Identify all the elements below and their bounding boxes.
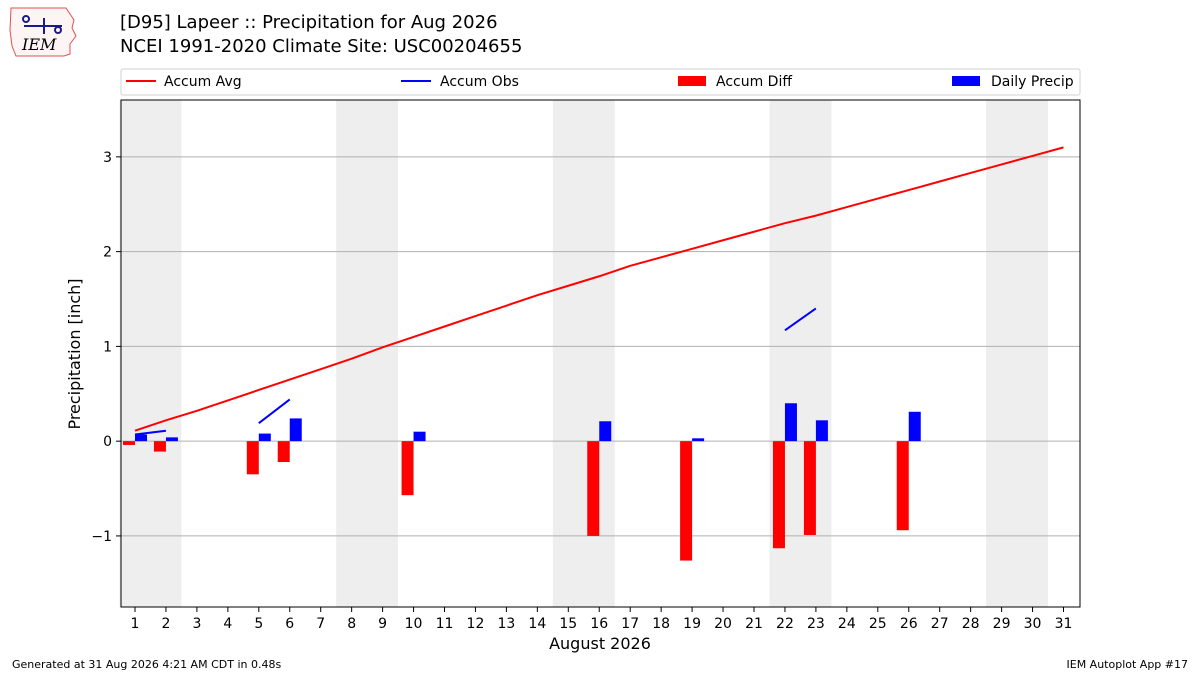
x-tick-label: 3 <box>192 616 201 632</box>
y-axis-ticks: −1 0 1 2 3 <box>91 150 121 545</box>
x-tick-label: 5 <box>254 616 263 632</box>
y-tick-label: 0 <box>103 434 112 450</box>
x-tick-label: 26 <box>900 616 918 632</box>
legend-accum-avg-label: Accum Avg <box>164 74 242 90</box>
accum-diff-bar <box>401 441 414 496</box>
weekend-shade-band <box>986 100 1049 607</box>
legend-accum-diff-label: Accum Diff <box>716 74 792 90</box>
y-tick-label: 2 <box>103 245 112 261</box>
daily-precip-bar <box>908 411 921 442</box>
legend: Accum Avg Accum Obs Accum Diff Daily Pre… <box>120 68 1081 96</box>
x-tick-label: 7 <box>316 616 325 632</box>
x-tick-label: 27 <box>931 616 949 632</box>
accum-diff-bar <box>896 441 909 531</box>
plot-frame <box>120 99 1081 608</box>
x-tick-label: 4 <box>223 616 232 632</box>
x-tick-label: 15 <box>559 616 577 632</box>
x-tick-label: 28 <box>962 616 980 632</box>
legend-accum-obs-label: Accum Obs <box>440 74 519 90</box>
iem-logo: IEM <box>9 7 77 57</box>
x-tick-label: 24 <box>838 616 856 632</box>
x-tick-label: 11 <box>436 616 454 632</box>
accum-diff-bar <box>772 441 785 549</box>
bar-layer <box>123 403 921 561</box>
accum-obs-line <box>784 307 817 332</box>
accum-diff-bar <box>587 441 600 536</box>
weather-station-icon <box>22 15 62 34</box>
legend-accum-diff-swatch <box>678 76 706 86</box>
footer-generated-text: Generated at 31 Aug 2026 4:21 AM CDT in … <box>12 658 282 671</box>
daily-precip-bar <box>815 420 828 442</box>
accum-avg-line <box>134 146 1064 432</box>
accum-diff-bar <box>246 441 259 475</box>
footer-app-text: IEM Autoplot App #17 <box>1066 658 1189 671</box>
daily-precip-bar <box>135 434 147 442</box>
x-tick-label: 21 <box>745 616 763 632</box>
daily-precip-bar <box>692 438 705 442</box>
daily-precip-bar <box>413 431 426 442</box>
daily-precip-bar <box>599 421 612 442</box>
x-tick-label: 17 <box>621 616 639 632</box>
weekend-shading <box>119 100 1049 607</box>
legend-daily-precip-swatch <box>952 76 980 86</box>
accum-diff-bar <box>277 441 290 463</box>
x-tick-label: 20 <box>714 616 732 632</box>
accum-obs-line <box>134 429 167 436</box>
chart-title: [D95] Lapeer :: Precipitation for Aug 20… <box>120 12 498 33</box>
x-tick-label: 23 <box>807 616 825 632</box>
x-tick-label: 30 <box>1024 616 1042 632</box>
x-tick-label: 1 <box>131 616 140 632</box>
accum-diff-bar <box>153 441 166 452</box>
x-tick-label: 2 <box>161 616 170 632</box>
x-tick-label: 19 <box>683 616 701 632</box>
x-tick-label: 18 <box>652 616 670 632</box>
daily-precip-bar <box>784 403 797 442</box>
accum-diff-bar <box>680 441 693 561</box>
line-layer <box>134 146 1064 436</box>
x-tick-label: 29 <box>993 616 1011 632</box>
x-tick-label: 31 <box>1055 616 1073 632</box>
x-tick-label: 25 <box>869 616 887 632</box>
x-tick-label: 10 <box>405 616 423 632</box>
daily-precip-bar <box>258 433 271 442</box>
x-tick-label: 16 <box>590 616 608 632</box>
x-tick-label: 9 <box>378 616 387 632</box>
accum-obs-line <box>258 398 291 424</box>
daily-precip-bar <box>289 418 302 442</box>
x-axis-ticks: 1 2 3 4 5 6 7 8 9 10 11 12 13 14 15 16 17 18 19 20 21 22 23 24 2… <box>131 607 1073 632</box>
x-tick-label: 13 <box>497 616 515 632</box>
y-tick-label: 1 <box>103 339 112 355</box>
weekend-shade-band <box>552 100 615 607</box>
legend-box <box>120 68 1081 96</box>
daily-precip-bar <box>165 437 178 442</box>
x-tick-label: 22 <box>776 616 794 632</box>
chart-subtitle: NCEI 1991-2020 Climate Site: USC00204655 <box>120 36 523 57</box>
accum-diff-bar <box>123 441 135 445</box>
iem-logo-text: IEM <box>21 35 57 54</box>
x-tick-label: 14 <box>528 616 546 632</box>
x-tick-label: 12 <box>467 616 485 632</box>
legend-daily-precip-label: Daily Precip <box>991 74 1074 90</box>
accum-diff-bar <box>803 441 816 535</box>
y-tick-label: 3 <box>103 150 112 166</box>
y-axis-label: Precipitation [inch] <box>65 278 84 429</box>
x-tick-label: 8 <box>347 616 356 632</box>
weekend-shade-band <box>119 100 182 607</box>
y-tick-label: −1 <box>91 529 112 545</box>
x-tick-label: 6 <box>285 616 294 632</box>
x-axis-label: August 2026 <box>549 634 651 653</box>
